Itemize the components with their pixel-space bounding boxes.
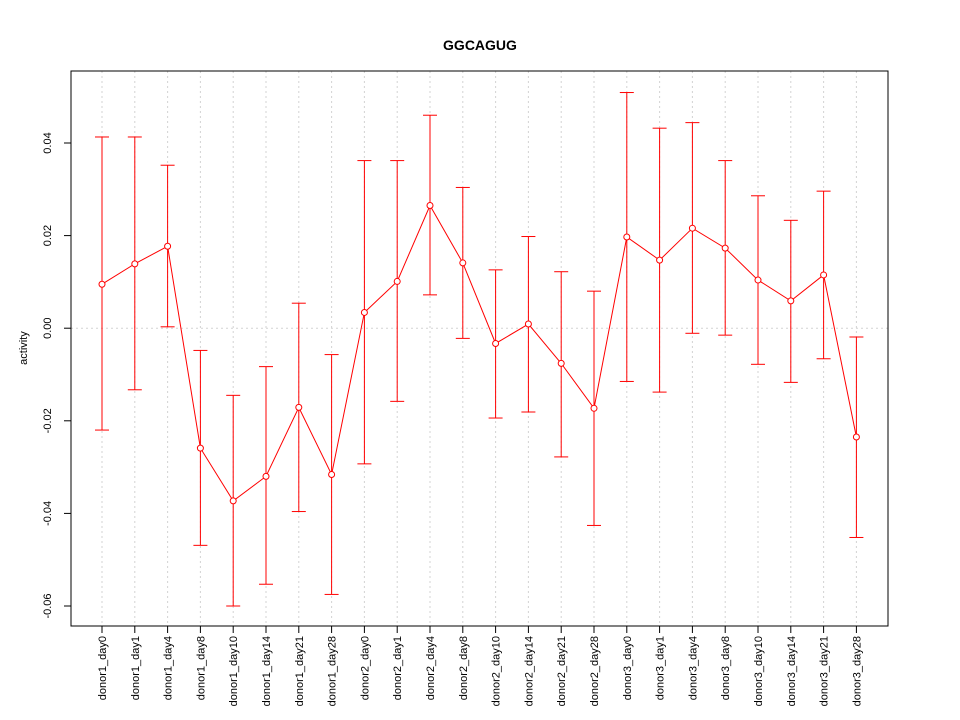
data-point [426, 202, 434, 210]
x-tick-label: donor3_day10 [753, 636, 765, 706]
x-tick-label: donor3_day1 [655, 636, 667, 700]
data-point [360, 308, 368, 316]
y-tick-label: 0.00 [42, 317, 54, 338]
data-point [262, 472, 270, 480]
x-tick-label: donor3_day4 [687, 636, 699, 700]
data-point [229, 497, 237, 505]
data-point [656, 256, 664, 264]
data-point [557, 359, 565, 367]
data-point [196, 444, 204, 452]
x-tick-label: donor1_day8 [195, 636, 207, 700]
y-tick-label: -0.04 [42, 501, 54, 526]
x-tick-label: donor1_day14 [261, 636, 273, 706]
data-point [623, 233, 631, 241]
data-point [688, 224, 696, 232]
data-point [393, 277, 401, 285]
x-tick-label: donor3_day28 [851, 636, 863, 706]
x-tick-label: donor1_day21 [294, 636, 306, 706]
x-tick-label: donor1_day4 [163, 636, 175, 700]
x-tick-label: donor3_day14 [786, 636, 798, 706]
data-point [328, 471, 336, 479]
data-point [295, 403, 303, 411]
grid [71, 71, 888, 626]
data-point [721, 244, 729, 252]
y-tick-label: 0.02 [42, 225, 54, 246]
chart-title: GGCAGUG [443, 37, 517, 53]
data-point [524, 320, 532, 328]
data-point [98, 280, 106, 288]
data-point [164, 242, 172, 250]
x-tick-label: donor1_day0 [97, 636, 109, 700]
y-tick-label: -0.02 [42, 408, 54, 433]
data-point [131, 260, 139, 268]
x-tick-label: donor3_day0 [622, 636, 634, 700]
x-tick-label: donor2_day14 [523, 636, 535, 706]
data-point [459, 259, 467, 267]
y-tick-label: -0.06 [42, 593, 54, 618]
series [95, 92, 864, 607]
data-point [754, 276, 762, 284]
x-tick-label: donor1_day1 [130, 636, 142, 700]
x-tick-label: donor1_day10 [228, 636, 240, 706]
x-tick-label: donor2_day28 [589, 636, 601, 706]
x-tick-label: donor2_day10 [491, 636, 503, 706]
x-tick-label: donor2_day1 [392, 636, 404, 700]
plot-frame [70, 70, 889, 627]
data-point [492, 339, 500, 347]
y-axis-label: activity [18, 331, 30, 365]
data-point [852, 433, 860, 441]
data-point [787, 297, 795, 305]
y-axis: -0.06 -0.04 -0.02 0.00 0.02 0.04 [42, 132, 71, 619]
data-point [820, 271, 828, 279]
data-point [590, 404, 598, 412]
x-tick-label: donor3_day21 [819, 636, 831, 706]
series-line [101, 204, 857, 502]
x-tick-label: donor2_day8 [458, 636, 470, 700]
x-tick-label: donor3_day8 [720, 636, 732, 700]
x-tick-label: donor2_day0 [359, 636, 371, 700]
x-tick-label: donor2_day4 [425, 636, 437, 700]
x-tick-label: donor1_day28 [327, 636, 339, 706]
x-axis: donor1_day0 donor1_day1 donor1_day4 donor1_… [97, 626, 863, 706]
y-tick-label: 0.04 [42, 132, 54, 153]
x-tick-label: donor2_day21 [556, 636, 568, 706]
